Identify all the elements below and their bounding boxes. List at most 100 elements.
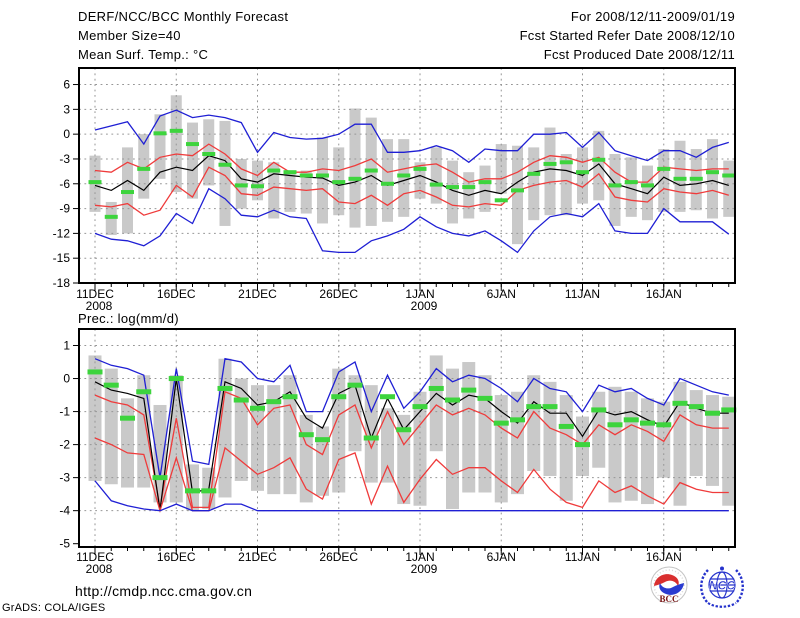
obs-marker (558, 423, 574, 429)
forecast-range-label: For 2008/12/11-2009/01/19 (570, 9, 735, 24)
series-ensemble-mean-line (94, 155, 729, 196)
obs-marker (607, 422, 623, 428)
range-bar (674, 140, 686, 212)
obs-marker (250, 405, 265, 411)
obs-marker (527, 171, 541, 176)
obs-marker (477, 395, 493, 401)
range-bar (447, 160, 458, 224)
series-ensemble-max-line (94, 109, 729, 164)
range-bar (138, 134, 150, 199)
x-tick-label: 11DEC (76, 287, 114, 301)
obs-marker (511, 188, 524, 193)
y-tick-label: -18 (53, 276, 71, 290)
y-tick-label: -3 (59, 471, 70, 485)
x-tick-label: 6JAN (487, 550, 516, 564)
prec-panel-label: Prec.: log(mm/d) (78, 311, 179, 326)
x-tick-year-label: 2008 (86, 299, 113, 313)
range-bar (430, 147, 442, 204)
obs-marker (493, 420, 509, 426)
obs-marker (543, 161, 557, 166)
range-bar (478, 375, 492, 493)
y-tick-label: 0 (63, 372, 70, 386)
range-bar (689, 390, 703, 476)
series-ensemble-min-line (94, 480, 729, 512)
x-tick-label: 26DEC (319, 287, 358, 301)
refer-date-label: Fcst Started Refer Date 2008/12/10 (519, 28, 735, 43)
obs-marker (397, 173, 411, 178)
range-bar (398, 139, 410, 217)
obs-marker (364, 168, 378, 173)
obs-marker (608, 183, 622, 188)
obs-marker (413, 166, 427, 171)
range-bar (625, 157, 637, 217)
series-ensemble-mean-line (94, 378, 729, 511)
page-title: DERF/NCC/BCC Monthly Forecast (78, 9, 289, 24)
range-bar (673, 381, 687, 506)
axis-ticks (73, 345, 730, 555)
x-tick-label: 11JAN (565, 550, 600, 564)
obs-marker (656, 422, 672, 428)
obs-marker (672, 400, 688, 406)
obs-marker (283, 170, 297, 175)
obs-marker (332, 180, 346, 185)
obs-marker (478, 180, 492, 185)
range-bar (219, 120, 231, 226)
observation-markers (87, 369, 737, 494)
y-tick-label: 1 (63, 339, 70, 353)
range-bar (381, 408, 394, 483)
y-tick-label: 0 (63, 127, 70, 141)
bcc-logo: BCC (650, 566, 688, 604)
range-bar (462, 362, 476, 493)
obs-marker (461, 387, 477, 393)
obs-marker (640, 420, 655, 426)
series-spread-lower-line (94, 166, 729, 216)
bcc-logo-ring-text (653, 569, 685, 601)
obs-marker (152, 475, 168, 481)
x-tick-year-label: 2008 (86, 562, 113, 576)
x-tick-label: 21DEC (238, 550, 277, 564)
obs-marker (103, 382, 119, 388)
range-bar (429, 355, 443, 452)
obs-marker (186, 142, 199, 147)
range-bar (479, 165, 491, 212)
obs-marker (396, 427, 412, 433)
x-tick-label: 6JAN (487, 287, 516, 301)
plot-frame (78, 67, 736, 284)
obs-marker (641, 183, 654, 188)
range-bar (559, 395, 573, 501)
obs-marker (705, 410, 720, 416)
obs-marker (412, 404, 428, 410)
obs-marker (673, 176, 687, 181)
obs-marker (185, 488, 200, 494)
obs-marker (299, 173, 313, 178)
obs-marker (722, 173, 736, 178)
grid-lines (79, 68, 735, 283)
produced-date-label: Fcst Produced Date 2008/12/11 (543, 47, 735, 62)
y-tick-label: -15 (53, 251, 71, 265)
range-bar (300, 170, 312, 214)
x-tick-label: 26DEC (319, 550, 358, 564)
bcc-logo-ring (650, 566, 688, 604)
obs-marker (381, 181, 394, 186)
range-bar (560, 154, 572, 216)
obs-marker (494, 198, 508, 203)
range-bar (104, 368, 118, 485)
x-tick-label: 11DEC (76, 550, 114, 564)
obs-marker (136, 389, 152, 395)
x-tick-label: 1JAN (405, 287, 434, 301)
obs-marker (267, 168, 281, 173)
range-bar (153, 404, 167, 503)
y-tick-label: -1 (59, 405, 70, 419)
plot-frame (78, 328, 736, 548)
range-bar (187, 122, 198, 199)
range-bar (268, 162, 280, 219)
obs-marker (462, 185, 476, 190)
obs-marker (153, 131, 167, 136)
obs-marker (104, 214, 118, 219)
obs-marker (623, 417, 639, 423)
obs-marker (559, 160, 573, 165)
obs-marker (526, 404, 542, 410)
